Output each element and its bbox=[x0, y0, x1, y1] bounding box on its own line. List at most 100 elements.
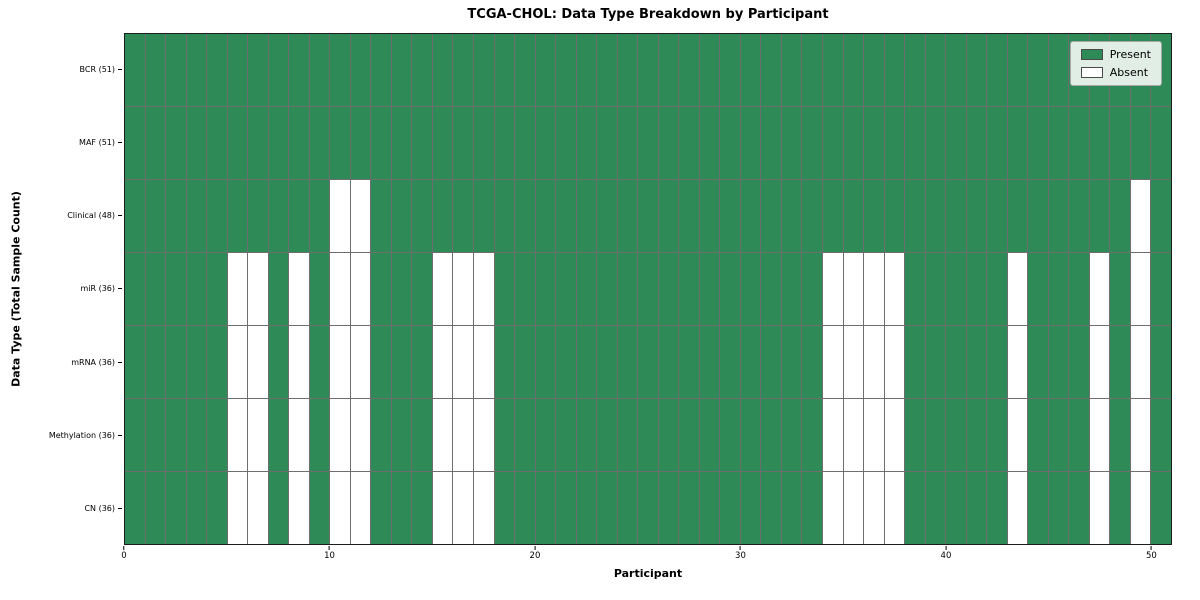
x-tick-mark bbox=[328, 546, 330, 550]
cell-mir-p22-present bbox=[576, 253, 597, 325]
cell-clinical-p39-present bbox=[925, 180, 946, 252]
cell-maf-p33-present bbox=[802, 107, 822, 179]
cell-mir-p24-present bbox=[617, 253, 638, 325]
cell-clinical-p25-present bbox=[638, 180, 658, 252]
x-tick-text: 20 bbox=[529, 551, 541, 561]
cell-bcr-p19-present bbox=[515, 34, 535, 106]
cell-cn-p37-absent bbox=[884, 472, 905, 544]
cell-clinical-p42-present bbox=[987, 180, 1007, 252]
cell-methylation-p24-present bbox=[617, 399, 638, 471]
cell-mir-p36-absent bbox=[864, 253, 884, 325]
cell-cn-p20-present bbox=[535, 472, 556, 544]
x-tick-mark bbox=[1150, 546, 1152, 550]
legend-swatch-absent bbox=[1080, 67, 1103, 78]
cell-mrna-p47-absent bbox=[1089, 326, 1110, 398]
cell-mir-p14-present bbox=[412, 253, 432, 325]
cell-methylation-p3-present bbox=[186, 399, 207, 471]
cell-methylation-p49-absent bbox=[1130, 399, 1151, 471]
cell-mrna-p10-absent bbox=[330, 326, 350, 398]
cell-cn-p28-present bbox=[699, 472, 720, 544]
cell-bcr-p13-present bbox=[391, 34, 412, 106]
cell-clinical-p17-present bbox=[473, 180, 494, 252]
x-tick-50: 50 bbox=[1146, 546, 1157, 561]
cell-mrna-p28-present bbox=[699, 326, 720, 398]
cell-bcr-p21-present bbox=[556, 34, 576, 106]
cell-mrna-p26-present bbox=[658, 326, 679, 398]
cell-mir-p7-present bbox=[268, 253, 289, 325]
cell-mrna-p24-present bbox=[617, 326, 638, 398]
cell-methylation-p2-present bbox=[166, 399, 186, 471]
cell-clinical-p46-present bbox=[1069, 180, 1089, 252]
cell-clinical-p18-present bbox=[494, 180, 515, 252]
cell-cn-p43-absent bbox=[1007, 472, 1028, 544]
x-tick-text: 30 bbox=[735, 551, 746, 561]
cell-cn-p24-present bbox=[617, 472, 638, 544]
cell-clinical-p43-present bbox=[1007, 180, 1028, 252]
cell-cn-p0-present bbox=[125, 472, 145, 544]
cell-bcr-p24-present bbox=[617, 34, 638, 106]
cell-methylation-p35-absent bbox=[843, 399, 864, 471]
cell-cn-p21-present bbox=[556, 472, 576, 544]
cell-maf-p42-present bbox=[987, 107, 1007, 179]
y-tick-label: Methylation (36) bbox=[0, 399, 122, 472]
cell-mir-p35-absent bbox=[843, 253, 864, 325]
cell-cn-p31-present bbox=[761, 472, 781, 544]
cell-cn-p22-present bbox=[576, 472, 597, 544]
cell-bcr-p42-present bbox=[987, 34, 1007, 106]
cell-clinical-p2-present bbox=[166, 180, 186, 252]
cell-bcr-p34-present bbox=[822, 34, 843, 106]
cell-maf-p36-present bbox=[864, 107, 884, 179]
cell-bcr-p45-present bbox=[1048, 34, 1069, 106]
cell-mrna-p29-present bbox=[720, 326, 740, 398]
cell-bcr-p8-present bbox=[289, 34, 309, 106]
cell-cn-p42-present bbox=[987, 472, 1007, 544]
cell-maf-p12-present bbox=[371, 107, 391, 179]
y-tick-mark bbox=[118, 142, 122, 144]
cell-cn-p7-present bbox=[268, 472, 289, 544]
cell-maf-p14-present bbox=[412, 107, 432, 179]
x-tick-40: 40 bbox=[941, 546, 951, 561]
cell-mir-p16-absent bbox=[453, 253, 473, 325]
cell-maf-p15-present bbox=[432, 107, 453, 179]
cell-methylation-p43-absent bbox=[1007, 399, 1028, 471]
cell-cn-p12-present bbox=[371, 472, 391, 544]
chart-title: TCGA-CHOL: Data Type Breakdown by Partic… bbox=[467, 7, 829, 22]
cell-methylation-p11-absent bbox=[350, 399, 371, 471]
cell-bcr-p41-present bbox=[966, 34, 987, 106]
cell-methylation-p17-absent bbox=[473, 399, 494, 471]
cell-mir-p28-present bbox=[699, 253, 720, 325]
cell-cn-p36-absent bbox=[864, 472, 884, 544]
x-tick-mark bbox=[534, 546, 536, 550]
cell-cn-p34-absent bbox=[822, 472, 843, 544]
cell-maf-p28-present bbox=[699, 107, 720, 179]
cell-mir-p23-present bbox=[597, 253, 617, 325]
cell-methylation-p47-absent bbox=[1089, 399, 1110, 471]
cell-maf-p39-present bbox=[925, 107, 946, 179]
cell-mrna-p4-present bbox=[207, 326, 227, 398]
y-tick-text: miR (36) bbox=[80, 284, 115, 294]
cell-maf-p23-present bbox=[597, 107, 617, 179]
cell-mrna-p22-present bbox=[576, 326, 597, 398]
cell-cn-p39-present bbox=[925, 472, 946, 544]
cell-clinical-p9-present bbox=[309, 180, 330, 252]
cell-mrna-p16-absent bbox=[453, 326, 473, 398]
cell-mir-p48-present bbox=[1110, 253, 1130, 325]
cell-methylation-p31-present bbox=[761, 399, 781, 471]
cell-bcr-p15-present bbox=[432, 34, 453, 106]
cell-mrna-p49-absent bbox=[1130, 326, 1151, 398]
cell-clinical-p22-present bbox=[576, 180, 597, 252]
cell-maf-p50-present bbox=[1151, 107, 1171, 179]
cell-mrna-p42-present bbox=[987, 326, 1007, 398]
cell-maf-p26-present bbox=[658, 107, 679, 179]
cell-clinical-p30-present bbox=[740, 180, 761, 252]
cell-clinical-p45-present bbox=[1048, 180, 1069, 252]
cell-mrna-p13-present bbox=[391, 326, 412, 398]
cell-maf-p19-present bbox=[515, 107, 535, 179]
cell-clinical-p32-present bbox=[781, 180, 802, 252]
cell-clinical-p40-present bbox=[946, 180, 966, 252]
cell-mrna-p5-absent bbox=[227, 326, 248, 398]
cell-mrna-p23-present bbox=[597, 326, 617, 398]
legend-item-present: Present bbox=[1080, 48, 1151, 61]
cell-methylation-p37-absent bbox=[884, 399, 905, 471]
cell-bcr-p4-present bbox=[207, 34, 227, 106]
